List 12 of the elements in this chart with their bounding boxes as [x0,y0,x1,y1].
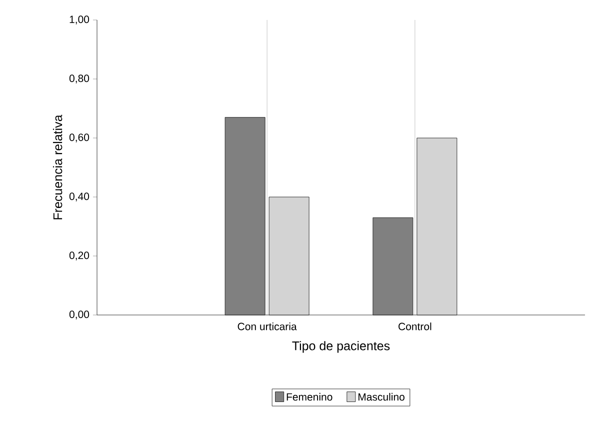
legend-label: Masculino [358,392,404,401]
x-tick-label: Control [398,322,432,330]
y-tick-label: 1,00 [70,16,90,24]
y-axis-title: Frecuencia relativa [52,114,62,220]
legend-label: Femenino [286,392,332,401]
y-tick-label: 0,40 [69,192,90,202]
y-tick-label: 0,80 [69,74,90,84]
x-tick-label: Con urticaria [238,322,297,330]
y-tick-label: 0,00 [69,310,90,320]
y-tick-label: 0,60 [69,134,90,142]
x-axis-title: Tipo de pacientes [292,341,390,353]
y-tick-label: 0,20 [69,252,90,260]
